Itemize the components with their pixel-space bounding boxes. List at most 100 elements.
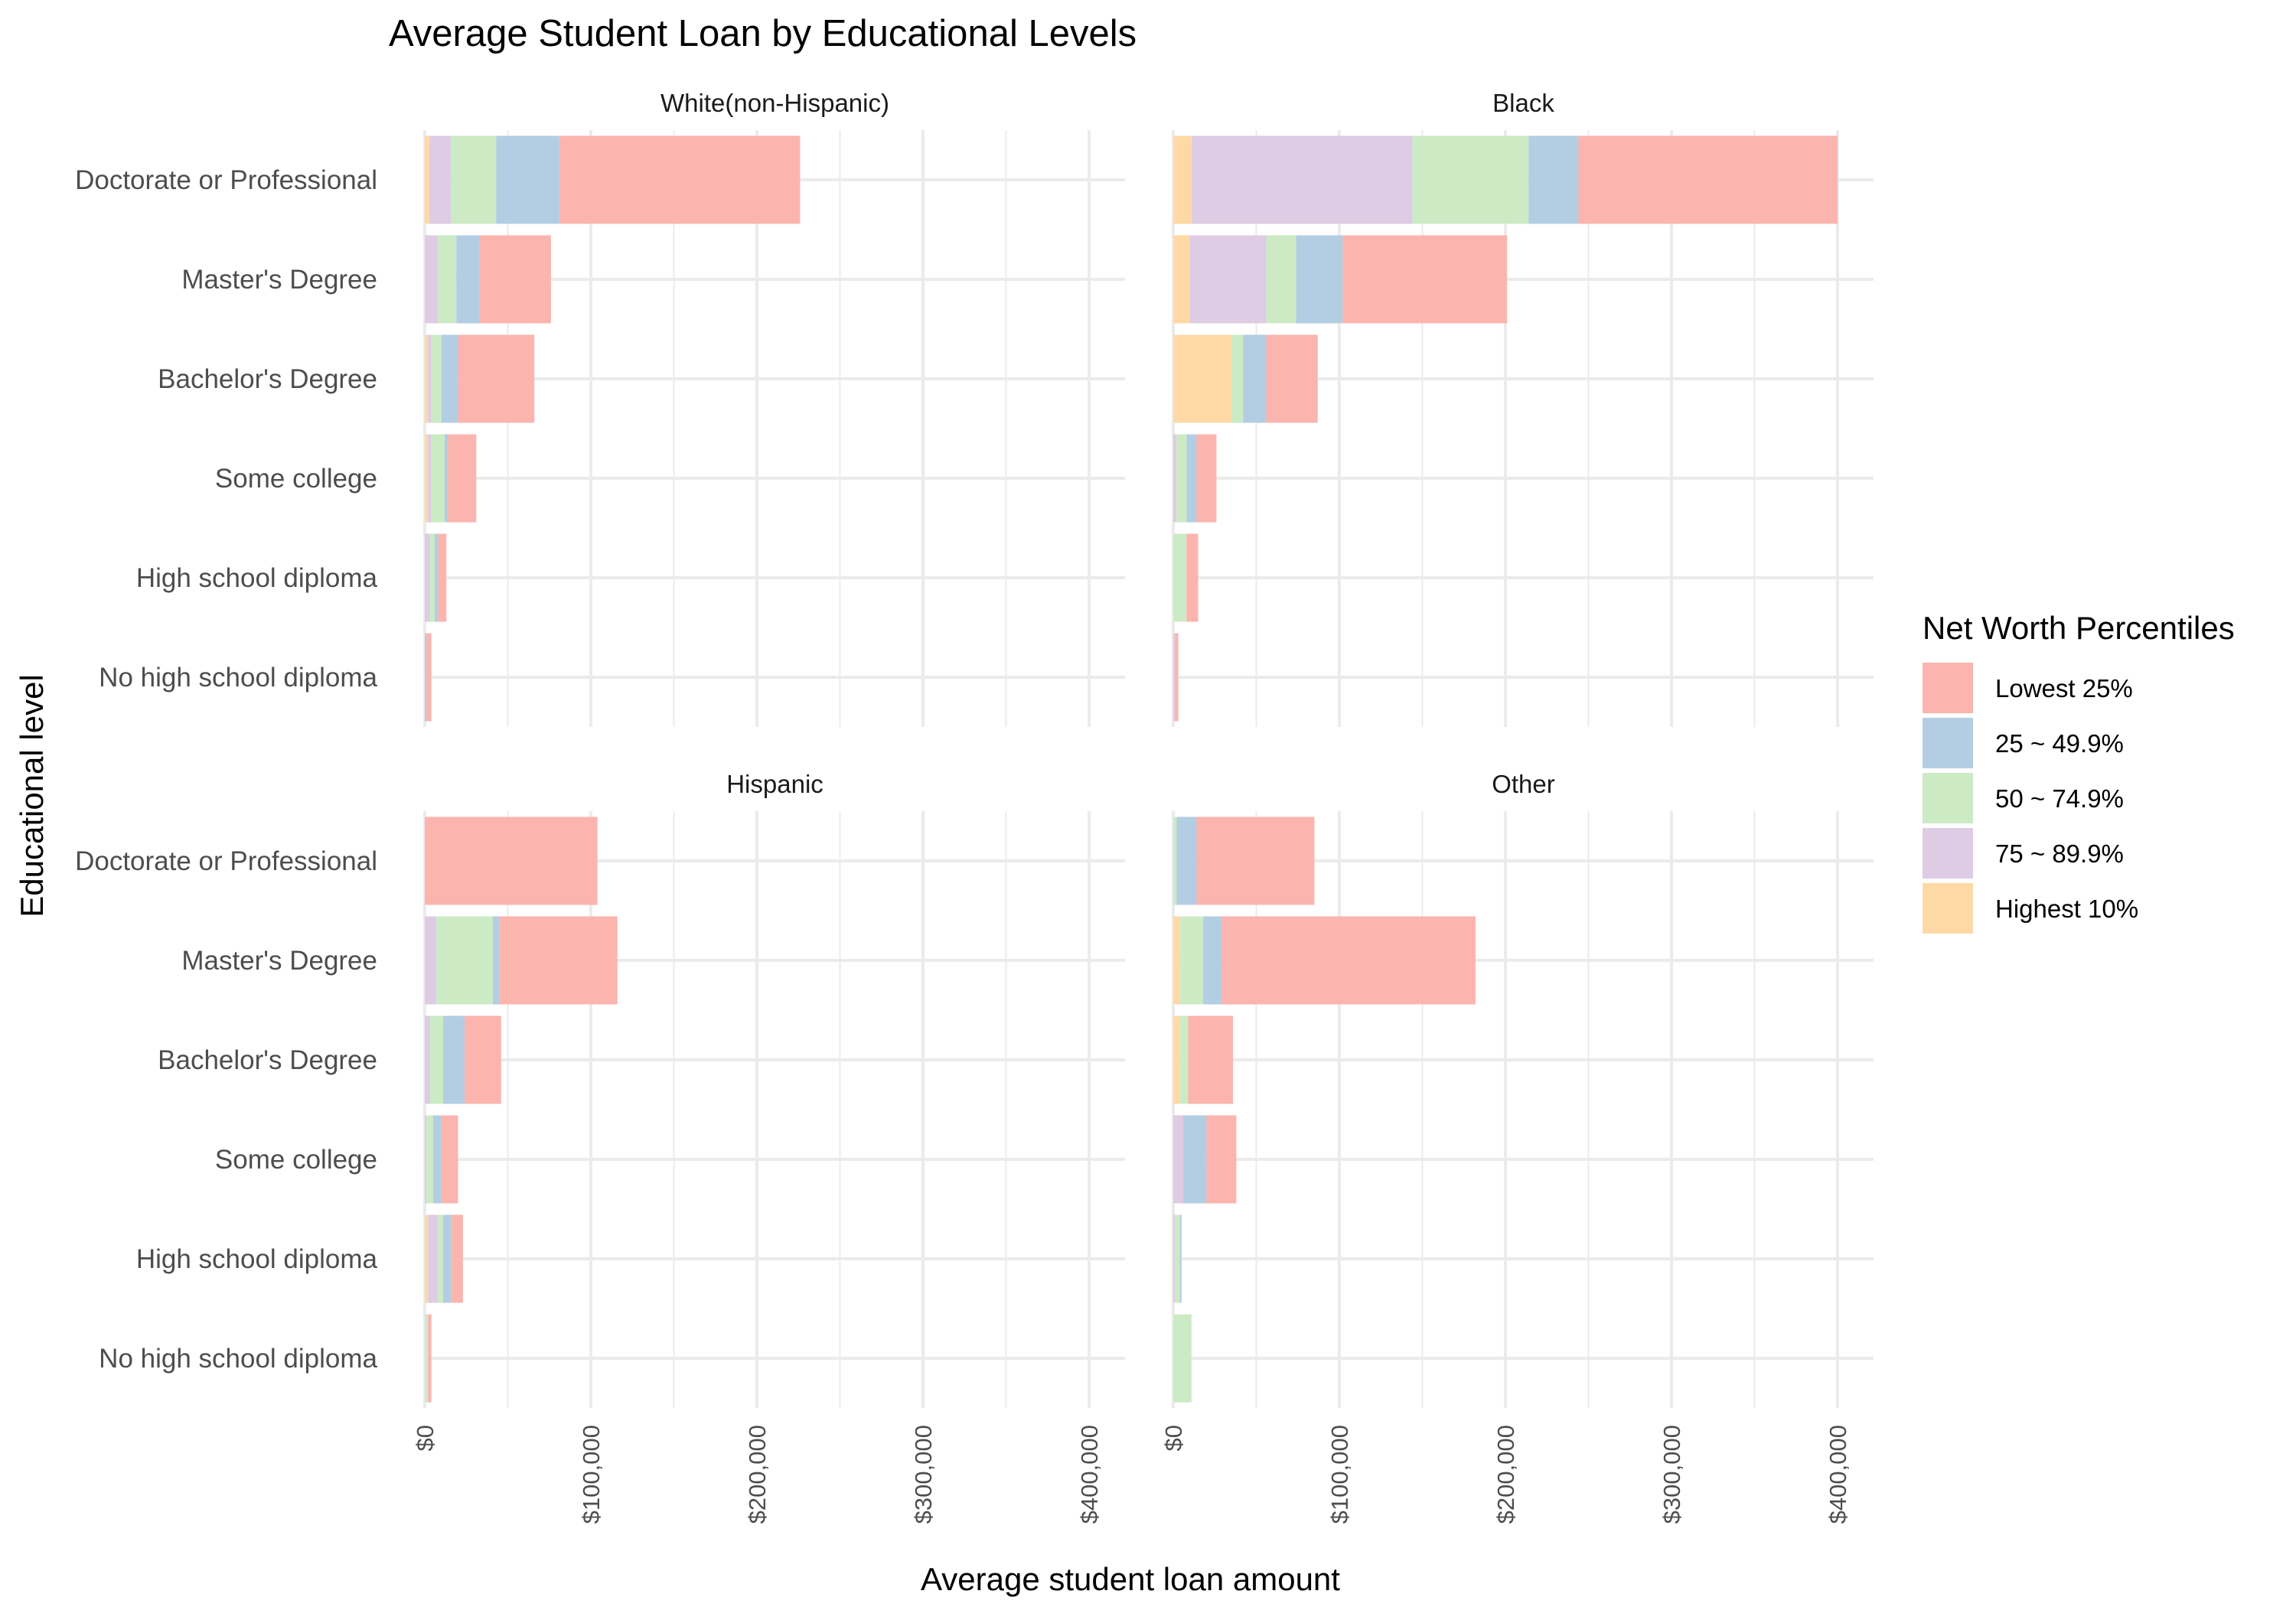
bar-50-74-9-bachelor-s-degree: [1231, 334, 1244, 423]
legend-title: Net Worth Percentiles: [1923, 610, 2235, 646]
bar-25-49-9-high-school-diploma: [1179, 1214, 1182, 1303]
bar-25-49-9-master-s-degree: [456, 235, 480, 324]
bar-25-49-9-some-college: [1186, 434, 1197, 523]
bar-50-74-9-no-high-school-diploma: [1173, 1314, 1192, 1403]
facet-label: Black: [1492, 89, 1554, 117]
bar-25-49-9-no-high-school-diploma: [425, 633, 427, 722]
legend: Net Worth Percentiles Lowest 25% 25 ~ 49.…: [1923, 610, 2235, 934]
bar-75-89-9-doctorate-or-professional: [1191, 135, 1413, 224]
bar-lowest-25-some-college: [441, 1115, 458, 1204]
bar-75-89-9-high-school-diploma: [425, 533, 430, 622]
bar-lowest-25-master-s-degree: [499, 916, 618, 1005]
bar-lowest-25-high-school-diploma: [438, 533, 447, 622]
bar-50-74-9-doctorate-or-professional: [1412, 135, 1529, 224]
bar-50-74-9-high-school-diploma: [1173, 533, 1187, 622]
panel-other: Other $0 $100,000 $200,000 $300,000 $400,000: [1160, 770, 1874, 1524]
bar-75-89-9-high-school-diploma: [1173, 1214, 1176, 1303]
bar-50-74-9-some-college: [426, 1115, 433, 1204]
bar-lowest-25-bachelor-s-degree: [1188, 1015, 1234, 1104]
bar-highest-10-bachelor-s-degree: [425, 334, 429, 423]
y-tick-label: Doctorate or Professional: [75, 165, 377, 195]
bar-lowest-25-doctorate-or-professional: [559, 135, 801, 224]
bar-highest-10-some-college: [425, 434, 429, 523]
bar-50-74-9-no-high-school-diploma: [425, 1314, 429, 1403]
y-tick-label: High school diploma: [136, 563, 378, 593]
x-tick-label: $100,000: [578, 1425, 605, 1524]
bar-75-89-9-some-college: [1173, 1115, 1184, 1204]
bar-highest-10-doctorate-or-professional: [1173, 135, 1192, 224]
bar-lowest-25-master-s-degree: [1342, 235, 1508, 324]
y-tick-label: Master's Degree: [181, 946, 377, 976]
bar-25-49-9-master-s-degree: [1296, 235, 1343, 324]
bar-25-49-9-bachelor-s-degree: [442, 1015, 465, 1104]
bar-lowest-25-master-s-degree: [479, 235, 551, 324]
bar-50-74-9-master-s-degree: [438, 235, 457, 324]
legend-label: Lowest 25%: [1995, 674, 2133, 702]
x-tick-label: $0: [1160, 1425, 1187, 1451]
legend-key-50-74-9: [1923, 773, 1973, 823]
y-axis-label: Educational level: [14, 674, 50, 918]
bar-25-49-9-some-college: [445, 434, 448, 523]
bar-50-74-9-master-s-degree: [1266, 235, 1296, 324]
panel-white-non-hispanic: White(non-Hispanic) Doctorate or Professi…: [75, 89, 1125, 727]
facet-label: Hispanic: [726, 770, 823, 798]
bar-50-74-9-some-college: [431, 434, 445, 523]
facet-label: Other: [1492, 770, 1555, 798]
facet-panels: White(non-Hispanic) Doctorate or Professi…: [75, 89, 1874, 1524]
x-tick-label: $200,000: [1492, 1425, 1519, 1524]
x-tick-label: $200,000: [744, 1425, 771, 1524]
bar-50-74-9-doctorate-or-professional: [451, 135, 497, 224]
legend-key-lowest-25: [1923, 663, 1973, 713]
bar-lowest-25-master-s-degree: [1221, 916, 1476, 1005]
x-axis-label: Average student loan amount: [921, 1561, 1340, 1597]
legend-label: 25 ~ 49.9%: [1995, 729, 2124, 758]
bar-lowest-25-bachelor-s-degree: [1266, 334, 1318, 423]
bar-50-74-9-master-s-degree: [1179, 916, 1204, 1005]
bar-lowest-25-high-school-diploma: [451, 1214, 463, 1303]
bars: [1173, 817, 1476, 1403]
legend-label: Highest 10%: [1995, 895, 2138, 923]
bar-50-74-9-high-school-diploma: [438, 1214, 443, 1303]
bar-75-89-9-bachelor-s-degree: [428, 334, 432, 423]
bar-25-49-9-master-s-degree: [492, 916, 500, 1005]
y-tick-label: No high school diploma: [99, 663, 377, 693]
x-tick-label: $0: [412, 1425, 439, 1451]
legend-label: 75 ~ 89.9%: [1995, 839, 2124, 868]
bar-highest-10-high-school-diploma: [425, 1214, 429, 1303]
bar-25-49-9-doctorate-or-professional: [496, 135, 559, 224]
facet-label: White(non-Hispanic): [660, 89, 889, 117]
x-tick-label: $400,000: [1825, 1425, 1851, 1524]
y-tick-label: Doctorate or Professional: [75, 846, 377, 876]
panel-hispanic: Hispanic Doctorate or Professional Master'…: [75, 770, 1125, 1524]
bar-50-74-9-some-college: [1176, 434, 1187, 523]
bar-lowest-25-doctorate-or-professional: [1196, 817, 1315, 905]
bar-25-49-9-high-school-diploma: [442, 1214, 452, 1303]
legend-key-25-49-9: [1923, 718, 1973, 768]
bar-lowest-25-bachelor-s-degree: [458, 334, 535, 423]
bar-50-74-9-bachelor-s-degree: [429, 1015, 443, 1104]
bar-lowest-25-some-college: [1196, 434, 1217, 523]
legend-label: 50 ~ 74.9%: [1995, 784, 2124, 813]
bars: [425, 817, 618, 1403]
gridlines: [1172, 811, 1874, 1408]
bar-50-74-9-high-school-diploma: [429, 533, 435, 622]
legend-key-75-89-9: [1923, 828, 1973, 878]
x-tick-label: $300,000: [910, 1425, 937, 1524]
bar-highest-10-master-s-degree: [1173, 916, 1180, 1005]
y-tick-label: Some college: [215, 464, 377, 494]
panel-black: Black: [1172, 89, 1874, 727]
x-tick-label: $100,000: [1326, 1425, 1353, 1524]
bar-lowest-25-no-high-school-diploma: [1175, 633, 1179, 722]
bar-highest-10-master-s-degree: [1173, 235, 1190, 324]
chart-title: Average Student Loan by Educational Leve…: [389, 13, 1137, 54]
bar-lowest-25-no-high-school-diploma: [426, 633, 432, 722]
legend-key-highest-10: [1923, 883, 1973, 934]
bar-75-89-9-high-school-diploma: [428, 1214, 439, 1303]
bar-25-49-9-master-s-degree: [1203, 916, 1221, 1005]
x-tick-label: $300,000: [1658, 1425, 1685, 1524]
bar-lowest-25-some-college: [448, 434, 477, 523]
bar-75-89-9-master-s-degree: [425, 916, 437, 1005]
bar-lowest-25-no-high-school-diploma: [428, 1314, 432, 1403]
bar-50-74-9-high-school-diploma: [1175, 1214, 1180, 1303]
